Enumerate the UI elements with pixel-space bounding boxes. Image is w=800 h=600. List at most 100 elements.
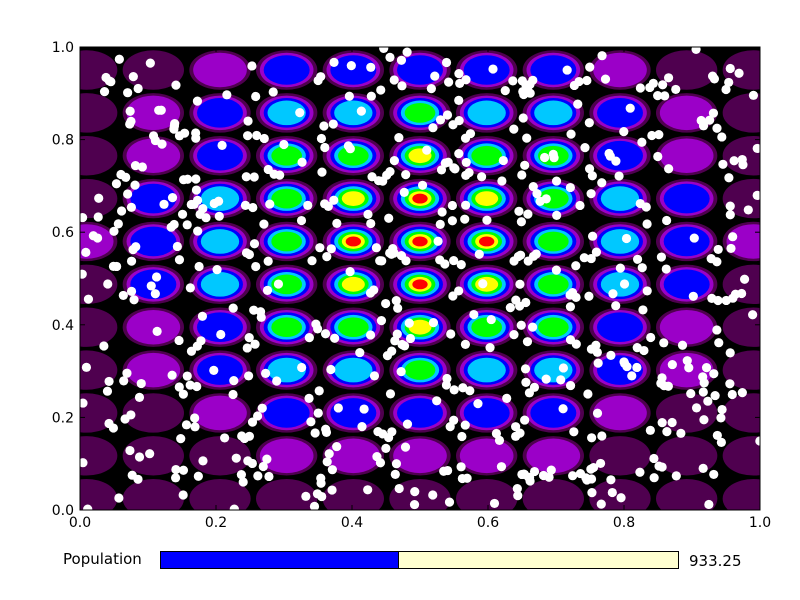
scatter-point [573, 99, 583, 109]
scatter-point [645, 82, 655, 93]
scatter-point [608, 289, 618, 299]
scatter-point [159, 199, 169, 209]
scatter-point [709, 369, 719, 379]
heatmap-peak [456, 178, 518, 219]
scatter-point [518, 113, 528, 123]
heatmap-peak [389, 93, 451, 133]
scatter-point [363, 485, 373, 495]
scatter-point [620, 358, 630, 369]
scatter-point [436, 165, 447, 175]
x-tick-label: 0.2 [205, 515, 227, 531]
scatter-point [328, 119, 338, 129]
scatter-point [671, 471, 681, 481]
heatmap-peak [189, 50, 251, 90]
scatter-point [382, 351, 393, 361]
scatter-point [192, 96, 203, 106]
scatter-point [126, 202, 137, 212]
scatter-point [635, 83, 645, 93]
scatter-point [709, 469, 719, 480]
y-tick-label: 0.8 [52, 133, 74, 149]
scatter-point [392, 329, 402, 339]
scatter-point [252, 130, 262, 141]
scatter-point [593, 358, 603, 368]
scatter-point [465, 386, 475, 396]
scatter-point [212, 265, 222, 275]
scatter-point [524, 388, 535, 398]
scatter-point [497, 176, 507, 186]
heatmap-peak [0, 479, 51, 518]
scatter-point [725, 63, 735, 74]
scatter-point [104, 376, 114, 387]
scatter-point [307, 256, 317, 266]
scatter-point [376, 315, 387, 326]
heatmap-peak [0, 307, 51, 346]
scatter-point [571, 339, 581, 349]
scatter-point [584, 118, 594, 128]
scatter-point [130, 160, 141, 171]
scatter-point [531, 249, 541, 259]
scatter-point [660, 91, 670, 101]
scatter-point [514, 301, 525, 311]
scatter-point [460, 214, 470, 224]
scatter-point [126, 286, 137, 296]
scatter-point [712, 325, 722, 335]
scatter-point [372, 452, 382, 462]
scatter-point [656, 252, 667, 262]
scatter-point [625, 103, 635, 113]
scatter-point [520, 364, 531, 374]
scatter-point [365, 288, 376, 298]
scatter-point [699, 378, 709, 388]
scatter-point [191, 133, 201, 143]
scatter-point [183, 174, 193, 184]
scatter-point [249, 305, 259, 315]
y-tick-label: 0.0 [52, 503, 74, 519]
scatter-point [486, 314, 496, 325]
scatter-point [249, 239, 260, 249]
y-tick-label: 1.0 [52, 40, 74, 56]
heatmap-peak [122, 307, 184, 347]
scatter-point [428, 123, 438, 133]
scatter-point [444, 497, 455, 507]
scatter-point [375, 256, 385, 266]
scatter-point [279, 139, 289, 150]
scatter-point [591, 247, 602, 257]
scatter-point [332, 441, 342, 452]
scatter-point [529, 466, 540, 477]
heatmap-peak [0, 50, 51, 89]
scatter-point [186, 346, 197, 356]
scatter-point [123, 189, 133, 199]
scatter-point [454, 116, 464, 126]
scatter-point [152, 326, 162, 336]
heatmap-peak [322, 350, 385, 390]
scatter-point [659, 338, 669, 348]
scatter-point [194, 261, 204, 272]
y-tick-label: 0.6 [52, 225, 74, 241]
scatter-point [130, 180, 140, 190]
scatter-point [222, 90, 232, 100]
scatter-point [129, 295, 139, 305]
scatter-point [118, 290, 128, 301]
heatmap-peak [522, 93, 584, 133]
scatter-point [447, 216, 457, 226]
scatter-point [384, 213, 394, 223]
scatter-point [83, 504, 93, 510]
scatter-point [728, 232, 738, 242]
scatter-point [304, 333, 314, 343]
scatter-point [304, 393, 314, 403]
heatmap-peak [789, 393, 800, 432]
heatmap-peak [656, 221, 718, 262]
scatter-point [399, 341, 410, 351]
heatmap-peak [389, 221, 451, 262]
scatter-point [109, 226, 119, 236]
heatmap-peak [522, 221, 584, 262]
scatter-point [514, 206, 524, 216]
scatter-point [522, 337, 533, 347]
scatter-point [575, 200, 585, 211]
scatter-point [516, 217, 526, 227]
scatter-point [119, 376, 129, 386]
scatter-point [272, 376, 282, 386]
scatter-point [363, 209, 373, 219]
heatmap-peak [789, 179, 800, 218]
scatter-point [249, 172, 259, 182]
scatter-point [449, 163, 459, 173]
